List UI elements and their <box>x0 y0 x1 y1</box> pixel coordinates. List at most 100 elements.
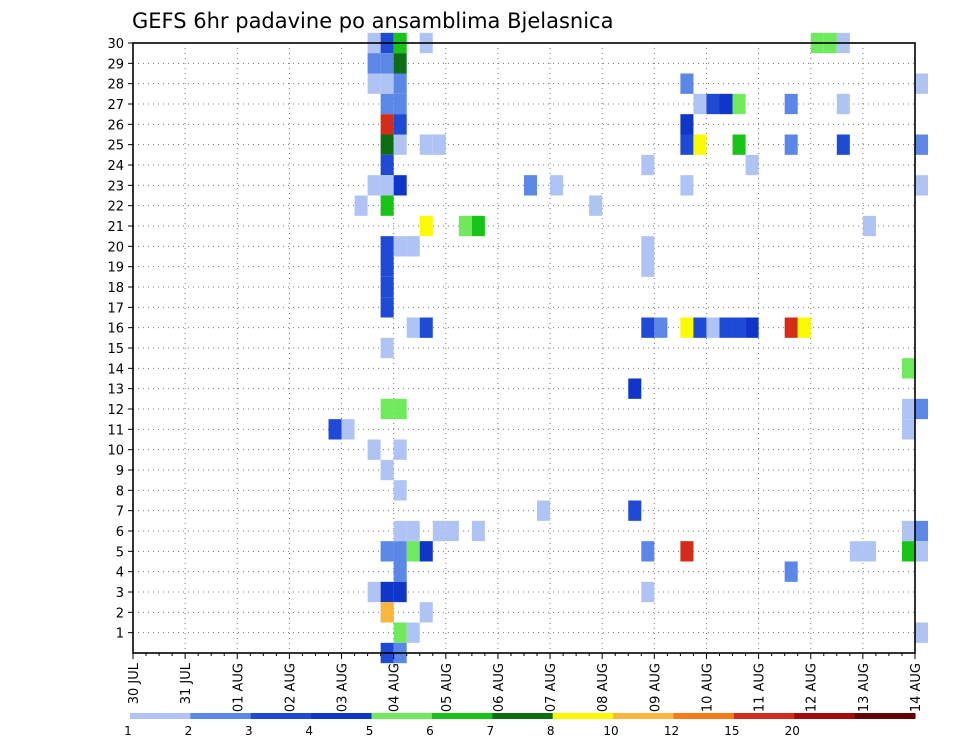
precip-cell <box>380 337 394 359</box>
legend-swatch <box>613 713 674 719</box>
precip-cell <box>628 500 642 521</box>
legend-swatch <box>733 713 795 719</box>
x-tick-label: 31 JUL <box>179 662 194 704</box>
precip-cell <box>328 419 342 440</box>
legend-swatch <box>190 713 252 719</box>
y-tick-label: 15 <box>107 342 124 357</box>
precip-cell <box>380 256 394 277</box>
precip-cell <box>901 398 915 420</box>
precip-cell <box>471 520 485 542</box>
precip-cell <box>380 602 394 623</box>
precip-cell <box>784 93 798 115</box>
legend-swatch <box>794 713 856 719</box>
precip-cell <box>915 73 929 94</box>
precip-cell <box>406 622 420 643</box>
y-tick-label: 19 <box>107 261 124 276</box>
y-tick-label: 25 <box>107 139 124 154</box>
precip-cell <box>393 398 407 420</box>
precip-cell <box>380 459 394 481</box>
legend-label: 3 <box>245 724 253 738</box>
precip-cell <box>680 541 694 562</box>
x-tick-label: 04 AUG <box>388 663 403 712</box>
precip-cell <box>354 195 368 216</box>
precip-cell <box>915 541 929 562</box>
precip-cell <box>393 439 407 460</box>
legend-label: 8 <box>547 724 555 738</box>
color-legend: 1 2 3 4 5 6 7 8 10 12 15 20 <box>124 713 916 738</box>
y-tick-label: 16 <box>107 322 124 337</box>
precip-cell <box>589 195 603 216</box>
precip-cell <box>849 541 863 562</box>
precip-cell <box>419 541 433 562</box>
legend-swatch <box>673 713 735 719</box>
legend-swatch <box>371 713 433 719</box>
precip-cell <box>393 520 407 542</box>
precip-cell <box>380 581 394 603</box>
x-tick-label: 02 AUG <box>283 663 298 712</box>
precip-cell <box>393 236 407 257</box>
y-tick-label: 3 <box>116 586 124 601</box>
precip-cell <box>445 520 459 542</box>
precip-cell <box>680 114 694 135</box>
x-tick-label: 09 AUG <box>648 663 663 712</box>
y-tick-label: 17 <box>107 301 124 316</box>
precip-cell <box>380 236 394 257</box>
y-tick-label: 18 <box>107 281 124 296</box>
precip-cell <box>680 134 694 155</box>
precip-cell <box>419 215 433 237</box>
legend-swatch <box>311 713 373 719</box>
precip-cell <box>901 520 915 542</box>
precip-cell <box>341 419 355 440</box>
precip-cell <box>641 541 655 562</box>
precip-cell <box>393 622 407 643</box>
precip-cell <box>419 317 433 338</box>
legend-label: 10 <box>603 724 618 738</box>
y-tick-label: 27 <box>107 98 124 113</box>
precip-cell <box>680 73 694 94</box>
precip-cell <box>406 541 420 562</box>
precip-cell <box>380 154 394 176</box>
precip-cell <box>367 53 381 74</box>
legend-swatch <box>431 713 493 719</box>
legend-label: 6 <box>426 724 434 738</box>
precip-cell <box>693 93 707 115</box>
precip-cell <box>732 134 746 155</box>
precip-cell <box>915 520 929 542</box>
x-tick-label: 03 AUG <box>336 663 351 712</box>
precip-cell <box>393 93 407 115</box>
precip-cell <box>367 175 381 196</box>
precip-cell <box>380 398 394 420</box>
precip-cell <box>406 520 420 542</box>
precip-cell <box>458 215 472 237</box>
precip-cell <box>380 175 394 196</box>
legend-swatch <box>492 713 554 719</box>
precip-cell <box>732 317 746 338</box>
precip-cell <box>550 175 564 196</box>
precip-cell <box>380 195 394 216</box>
legend-label: 15 <box>724 724 739 738</box>
x-tick-label: 01 AUG <box>231 663 246 712</box>
y-tick-label: 12 <box>107 403 124 418</box>
y-tick-label: 20 <box>107 240 124 255</box>
y-tick-label: 7 <box>116 505 124 520</box>
precip-cell <box>432 134 446 155</box>
y-tick-label: 23 <box>107 179 124 194</box>
y-tick-label: 4 <box>116 566 124 581</box>
legend-swatch <box>854 713 916 719</box>
precip-cell <box>419 602 433 623</box>
x-tick-label: 05 AUG <box>440 663 455 712</box>
x-tick-label: 08 AUG <box>596 663 611 712</box>
y-tick-label: 30 <box>107 37 124 52</box>
grid-lines <box>133 43 915 653</box>
precip-cell <box>367 439 381 460</box>
legend-label: 5 <box>366 724 374 738</box>
precip-cell <box>393 73 407 94</box>
x-tick-label: 12 AUG <box>805 663 820 712</box>
y-tick-label: 21 <box>107 220 124 235</box>
precip-cell <box>797 317 811 338</box>
precip-cell <box>732 93 746 115</box>
precip-cell <box>380 114 394 135</box>
x-tick-label: 06 AUG <box>492 663 507 712</box>
precip-cell <box>641 154 655 176</box>
